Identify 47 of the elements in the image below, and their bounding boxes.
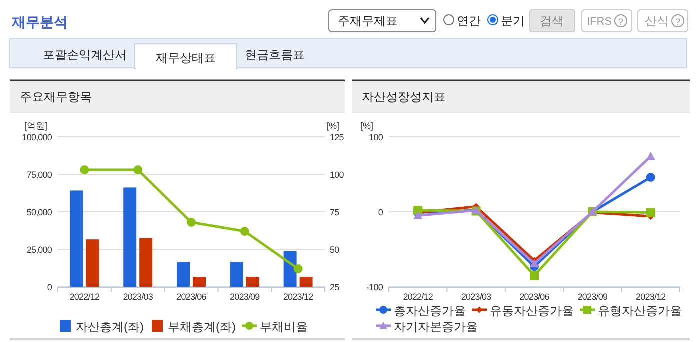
x-tick-label: 2022/12 — [70, 292, 100, 302]
text: ? — [675, 17, 681, 27]
chart-title: 주요재무항목 — [20, 90, 92, 104]
text: 산식 — [645, 14, 669, 28]
y-axis-title: [%] — [360, 121, 374, 131]
y-tick-label: 50,000 — [26, 208, 52, 218]
x-tick-label: 2023/12 — [636, 292, 666, 302]
x-tick-label: 2023/03 — [461, 292, 492, 302]
text: 포괄손익계산서 — [43, 48, 127, 62]
y-tick-label: 0 — [47, 282, 52, 292]
legend-label: 유형자산증가율 — [598, 304, 682, 318]
legend-label: 부채총계(좌) — [168, 320, 236, 334]
y2-tick-label: 125 — [330, 132, 344, 142]
text: 현금흐름표 — [245, 48, 305, 62]
legend-label: 부채비율 — [260, 320, 308, 334]
text: 재무분석 — [11, 14, 68, 30]
x-tick-label: 2023/12 — [283, 292, 314, 302]
legend-label: 자기자본증가율 — [394, 320, 478, 334]
y2-tick-label: 75 — [330, 208, 340, 218]
y-tick-label: 100,000 — [22, 132, 52, 142]
y-tick-label: -100 — [366, 282, 384, 292]
text: IFRS — [587, 16, 612, 28]
x-tick-label: 2023/03 — [123, 292, 154, 302]
text: 검색 — [540, 14, 564, 28]
y-tick-label: 25,000 — [26, 245, 52, 255]
text: 주재무제표 — [338, 14, 398, 28]
y-axis-title: [억원] — [24, 121, 48, 131]
x-tick-label: 2023/06 — [176, 292, 207, 302]
x-tick-label: 2023/06 — [520, 292, 550, 302]
y-tick-label: 0 — [378, 208, 384, 218]
y2-tick-label: 100 — [330, 170, 344, 180]
x-tick-label: 2022/12 — [403, 292, 434, 302]
y-tick-label: 75,000 — [26, 170, 52, 180]
y2-axis-title: [%] — [326, 121, 340, 131]
text: 재무상태표 — [156, 51, 216, 65]
text: 분기 — [501, 14, 525, 28]
y2-tick-label: 25 — [330, 282, 340, 292]
legend-label: 자산총계(좌) — [76, 320, 144, 334]
legend-label: 유동자산증가율 — [490, 304, 574, 318]
text: ? — [618, 17, 624, 27]
y-tick-label: 100 — [369, 132, 384, 142]
x-tick-label: 2023/09 — [578, 292, 608, 302]
text: 연간 — [457, 14, 481, 28]
chart-title: 자산성장성지표 — [362, 90, 446, 104]
x-tick-label: 2023/09 — [230, 292, 260, 302]
legend-label: 총자산증가율 — [394, 304, 466, 318]
y2-tick-label: 50 — [330, 245, 340, 255]
